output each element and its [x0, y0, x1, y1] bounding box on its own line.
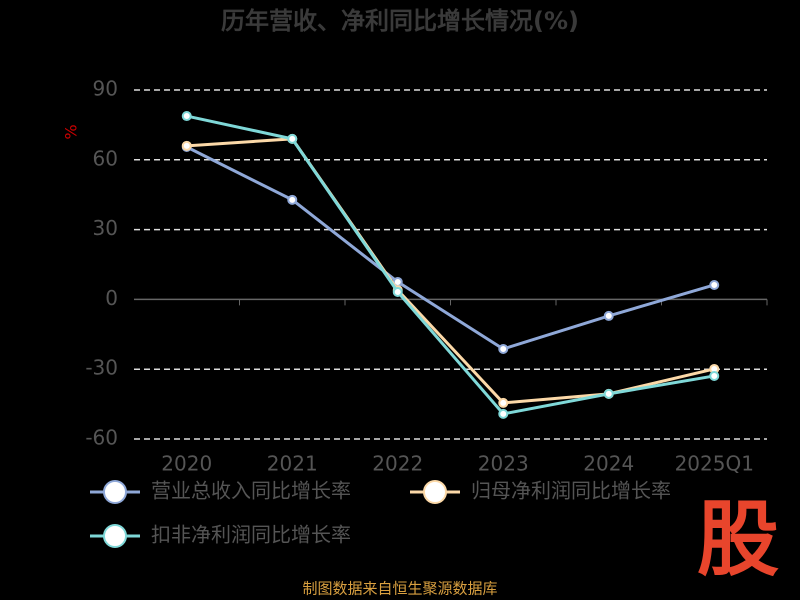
y-tick-label: -30 [85, 356, 118, 380]
x-tick-label: 2022 [372, 452, 423, 476]
data-point [181, 111, 192, 122]
y-tick-label: 90 [93, 77, 118, 101]
data-point [709, 279, 720, 290]
data-point [287, 133, 298, 144]
legend-marker [423, 480, 447, 504]
legend-label: 营业总收入同比增长率 [151, 479, 351, 503]
chart-title: 历年营收、净利同比增长情况(%) [221, 7, 579, 35]
data-point [287, 194, 298, 205]
x-tick-label: 2023 [478, 452, 529, 476]
data-point [603, 388, 614, 399]
y-tick-label: -60 [85, 426, 118, 450]
y-axis-label: % [62, 124, 81, 139]
data-point [498, 343, 509, 354]
legend-label: 扣非净利润同比增长率 [151, 523, 351, 547]
data-point [498, 408, 509, 419]
legend-marker [103, 524, 127, 548]
series-line [186, 137, 715, 405]
series-line [186, 114, 715, 416]
legend-marker [103, 480, 127, 504]
data-point [498, 397, 509, 408]
x-tick-label: 2021 [267, 452, 318, 476]
data-point [709, 370, 720, 381]
y-tick-label: 30 [93, 216, 118, 240]
x-tick-label: 2025Q1 [675, 452, 754, 476]
data-point [392, 286, 403, 297]
x-tick-label: 2024 [583, 452, 634, 476]
data-point [181, 140, 192, 151]
data-point [603, 310, 614, 321]
x-tick-label: 2020 [161, 452, 212, 476]
watermark: 股 [697, 492, 779, 587]
legend-label: 归母净利润同比增长率 [471, 479, 671, 503]
series-line [186, 145, 715, 351]
y-tick-label: 60 [93, 146, 118, 170]
y-tick-label: 0 [105, 286, 118, 310]
source-note: 制图数据来自恒生聚源数据库 [302, 580, 497, 598]
